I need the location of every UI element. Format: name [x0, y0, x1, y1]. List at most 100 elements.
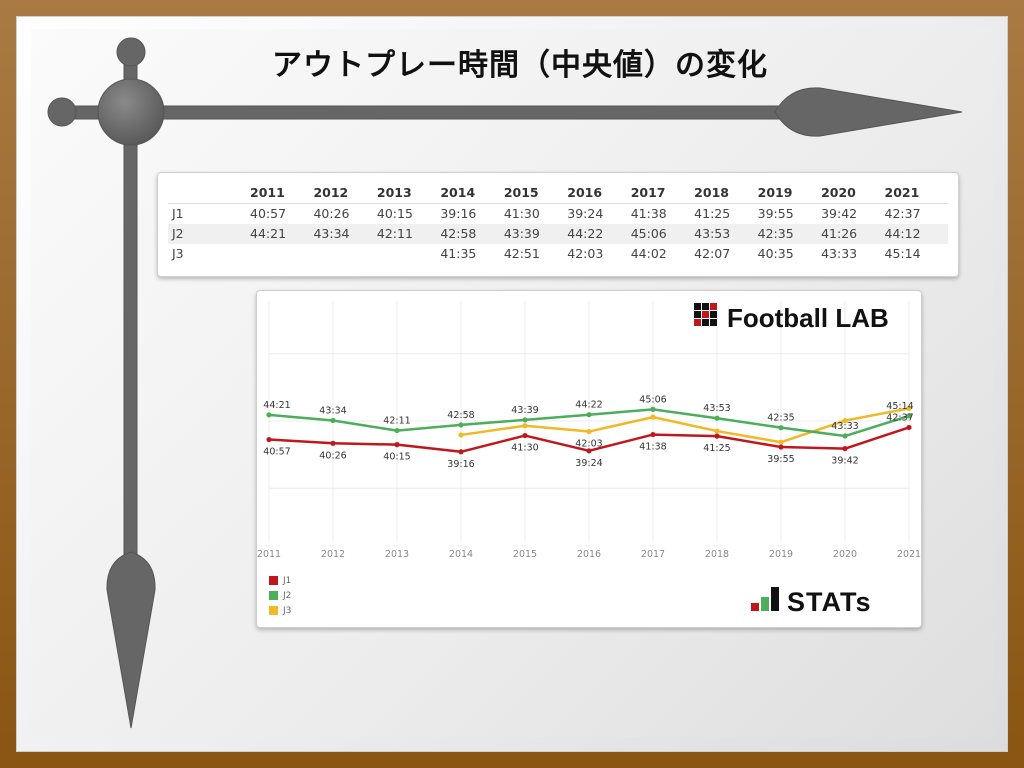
- data-label-J3: 42:03: [575, 439, 602, 450]
- logo-square: [710, 319, 717, 326]
- data-point-J1: [522, 432, 528, 439]
- slide-title: アウトプレー時間（中央値）の変化: [272, 48, 768, 83]
- data-point-J3: [650, 414, 656, 420]
- table-row-label: J2: [168, 224, 250, 244]
- stats-logo: STATs: [751, 587, 872, 617]
- data-label-J2: 43:53: [703, 403, 730, 414]
- table-cell: 44:21: [250, 224, 314, 244]
- logo-square: [702, 311, 709, 318]
- table-row-label: J3: [172, 246, 184, 261]
- x-tick-label: 2012: [321, 549, 345, 560]
- table-cell: 40:26: [313, 203, 377, 224]
- logo-square: [710, 311, 717, 318]
- chart-card: 2011 2012 2013 2014 2015 2016 2017 2018 2019 2020…: [256, 290, 922, 628]
- data-label-J2: 42:58: [447, 410, 474, 421]
- stats-logo-bar: [751, 603, 759, 611]
- table-cell: 41:26: [821, 224, 885, 244]
- table-cell: 39:55: [757, 203, 822, 224]
- data-point-J1: [906, 424, 912, 431]
- data-label-J1: 41:38: [639, 442, 666, 453]
- x-tick-label: 2016: [577, 549, 601, 560]
- data-label-J2: 43:39: [511, 405, 538, 416]
- x-tick-label: 2013: [385, 549, 409, 560]
- table-cell: 41:35: [440, 246, 477, 261]
- table-cell: 39:16: [440, 203, 504, 224]
- data-label-J2: 43:34: [319, 406, 346, 417]
- series-line-J3: [460, 407, 910, 444]
- stats-logo-text: STATs: [787, 587, 872, 617]
- data-point-J1: [394, 442, 400, 448]
- table-cell: 43:33: [821, 246, 858, 261]
- data-label-J2: 45:06: [639, 394, 666, 405]
- table-cell: 42:51: [503, 246, 540, 261]
- x-tick-label: 2011: [257, 549, 281, 560]
- table-header-2013: 2013: [376, 185, 412, 200]
- table-cell: 42:11: [376, 224, 441, 244]
- table-cell: 45:06: [630, 224, 695, 244]
- table-header-2012: 2012: [313, 185, 349, 200]
- table-row-J2: J2 44:21 43:34 42:11 42:58 43:39 44:22 45:06 43:…: [168, 224, 948, 244]
- data-point-J1: [586, 448, 592, 454]
- data-point-J3: [458, 432, 464, 438]
- x-tick-label: 2018: [705, 549, 729, 560]
- data-point-J2: [906, 413, 912, 419]
- data-label-J2: 42:11: [383, 416, 410, 427]
- table-header-2021: 2021: [884, 185, 920, 200]
- data-point-J1: [842, 446, 848, 452]
- legend-item-J1: J1: [269, 573, 291, 588]
- table-cell: 40:57: [250, 203, 314, 224]
- table-cell: [250, 244, 313, 264]
- data-point-J1: [458, 449, 464, 455]
- center-knob: [97, 78, 165, 146]
- table-cell: 43:39: [503, 224, 568, 244]
- data-point-J3: [714, 428, 720, 434]
- table-cell: 42:03: [567, 246, 604, 261]
- table-cell: 41:38: [630, 203, 695, 224]
- table-header-2017: 2017: [630, 185, 666, 200]
- table-header-2011: 2011: [250, 185, 285, 200]
- data-label-J1: 39:16: [447, 459, 474, 470]
- table-cell: 42:07: [694, 246, 731, 261]
- line-chart: 2011 2012 2013 2014 2015 2016 2017 2018 2019 2020…: [257, 301, 921, 617]
- data-label-J1: 40:26: [319, 450, 346, 461]
- data-table: 2011 2012 2013 2014 2015 2016 2017 2018 2019 2020…: [168, 181, 948, 264]
- data-point-J2: [394, 427, 400, 434]
- stats-logo-bar: [771, 587, 779, 611]
- table-cell: 41:30: [503, 203, 568, 224]
- logo-square: [694, 303, 701, 310]
- table-header-2015: 2015: [503, 185, 539, 200]
- legend-item-J2: J2: [269, 588, 291, 603]
- data-label-J1: 39:24: [575, 458, 602, 469]
- x-tick-label: 2017: [641, 549, 665, 560]
- legend-label: J2: [283, 590, 292, 601]
- x-tick-label: 2021: [897, 549, 921, 560]
- table-corner: [168, 181, 250, 204]
- table-header-2018: 2018: [694, 185, 729, 200]
- down-arrowhead: [106, 551, 156, 729]
- logo-square: [710, 303, 717, 310]
- table-cell: 40:35: [757, 246, 794, 261]
- table-header-2020: 2020: [821, 185, 856, 200]
- table-cell: 44:22: [567, 224, 631, 244]
- table-cell: 42:35: [757, 224, 822, 244]
- table-cell: 43:34: [313, 224, 377, 244]
- data-point-J2: [842, 433, 848, 439]
- data-label-J1: 42:37: [886, 412, 913, 423]
- data-point-J2: [586, 412, 592, 418]
- data-point-J2: [266, 412, 272, 418]
- table-cell: 45:14: [884, 246, 921, 261]
- table-cell: 42:58: [440, 224, 504, 244]
- table-cell: [377, 244, 440, 264]
- legend-swatch: [269, 576, 278, 585]
- table-cell: 39:42: [821, 203, 885, 224]
- logo-square: [702, 303, 709, 310]
- table-row-J1: J1 40:57 40:26 40:15 39:16 41:30 39:24 41:38 41:…: [168, 203, 948, 224]
- table-header-2016: 2016: [567, 185, 603, 200]
- left-knob: [47, 97, 77, 127]
- logo-square: [694, 319, 701, 326]
- table-header-2019: 2019: [757, 185, 793, 200]
- data-point-J1: [650, 431, 656, 438]
- stats-logo-bar: [761, 597, 769, 611]
- table-cell: 40:15: [376, 203, 441, 224]
